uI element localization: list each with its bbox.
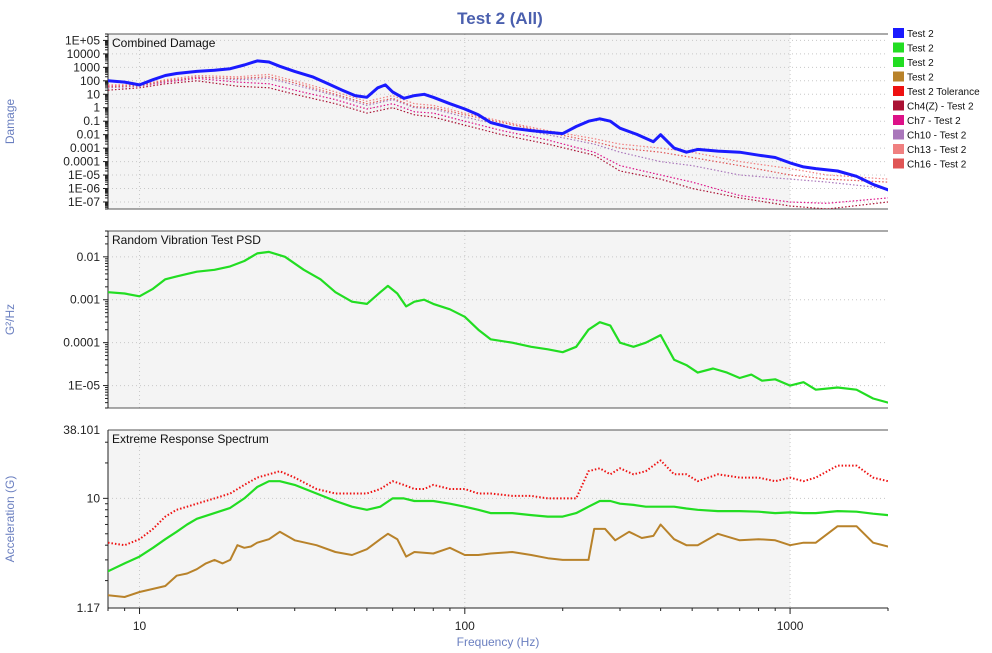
y-tick-label: 1E-07 — [68, 195, 100, 209]
legend-swatch — [893, 158, 904, 169]
y-tick-label: 0.01 — [77, 128, 101, 142]
series-line — [108, 523, 888, 598]
panel-title: Combined Damage — [112, 36, 216, 50]
y-tick-label: 0.001 — [70, 141, 100, 155]
y-tick-label: 1 — [93, 101, 100, 115]
legend-label: Ch13 - Test 2 — [907, 145, 967, 156]
legend-swatch — [893, 100, 904, 111]
x-axis-label: Frequency (Hz) — [457, 635, 540, 649]
x-axis: 10 100 1000 — [107, 607, 889, 633]
legend-label: Test 2 — [907, 29, 934, 40]
y-tick-label: 0.0001 — [63, 336, 100, 350]
legend-item: Ch4(Z) - Test 2 — [893, 100, 974, 113]
legend-label: Ch16 - Test 2 — [907, 160, 967, 171]
legend-swatch — [893, 71, 904, 82]
legend-swatch — [893, 57, 904, 67]
plot-background — [108, 430, 791, 608]
legend-label: Test 2 — [907, 73, 934, 84]
legend-label: Test 2 — [907, 44, 934, 55]
legend-item: Ch13 - Test 2 — [893, 144, 967, 156]
legend-item: Ch10 - Test 2 — [893, 129, 967, 142]
chart-title: Test 2 (All) — [457, 9, 543, 28]
legend-swatch — [893, 28, 904, 38]
y-tick-label: 1.17 — [77, 601, 101, 615]
series-line — [108, 77, 888, 204]
y-tick-label: 1E-05 — [68, 168, 100, 182]
legend-item: Ch16 - Test 2 — [893, 158, 967, 171]
y-tick-label: 1E-05 — [68, 379, 100, 393]
series-line — [108, 80, 888, 209]
legend-label: Test 2 — [907, 58, 934, 69]
x-tick-label: 1000 — [777, 619, 804, 633]
legend-label: Ch10 - Test 2 — [907, 131, 967, 142]
legend-label: Ch4(Z) - Test 2 — [907, 102, 974, 113]
y-tick-label: 0.001 — [70, 293, 100, 307]
series-line — [108, 59, 888, 192]
y-tick-label: 0.01 — [77, 250, 101, 264]
y-tick-label: 38.101 — [63, 423, 100, 437]
y-tick-label: 100 — [80, 74, 100, 88]
legend-swatch — [893, 115, 904, 125]
legend-swatch — [893, 86, 904, 96]
y-tick-label: 1E-06 — [68, 181, 100, 195]
y-axis-label: G²/Hz — [3, 304, 17, 335]
x-tick-label: 100 — [455, 619, 475, 633]
panel-2: 0.01 0.001 0.0001 1E-05 Random Vibration Tes… — [3, 230, 888, 409]
legend-swatch — [893, 144, 904, 154]
legend-item: Test 2 — [893, 28, 934, 40]
legend-item: Ch7 - Test 2 — [893, 115, 961, 127]
panel-3: 38.101 10 1.17 Extreme Response Spectrum Acc… — [3, 423, 888, 615]
series-line — [108, 250, 888, 404]
legend: Test 2 Test 2 Test 2 Test 2 Test 2 Tolerance… — [893, 28, 980, 171]
series-line — [108, 480, 888, 573]
panel-title: Random Vibration Test PSD — [112, 233, 261, 247]
legend-label: Ch7 - Test 2 — [907, 116, 961, 127]
series-line — [108, 76, 888, 183]
y-tick-label: 10000 — [67, 47, 101, 61]
y-tick-label: 1000 — [73, 60, 100, 74]
legend-item: Test 2 — [893, 71, 934, 84]
y-tick-label: 10 — [87, 87, 101, 101]
y-tick-label: 1E+05 — [65, 33, 100, 47]
legend-item: Test 2 — [893, 42, 934, 55]
legend-swatch — [893, 42, 904, 53]
series-line — [108, 73, 888, 180]
x-tick-label: 10 — [133, 619, 147, 633]
chart-panels: 1E+051000010001001010.10.010.0010.00011E… — [3, 33, 888, 615]
series-group — [108, 250, 888, 404]
legend-item: Test 2 — [893, 57, 934, 69]
y-tick-label: 0.1 — [83, 114, 100, 128]
legend-swatch — [893, 129, 904, 140]
series-line — [108, 76, 888, 190]
panel-title: Extreme Response Spectrum — [112, 432, 269, 446]
series-group — [108, 59, 888, 209]
series-group — [108, 459, 888, 598]
y-tick-label: 10 — [87, 491, 101, 505]
y-axis-label: Damage — [3, 98, 17, 144]
panel-1: 1E+051000010001001010.10.010.0010.00011E… — [3, 33, 888, 210]
legend-item: Test 2 Tolerance — [893, 86, 980, 98]
plot-background — [108, 231, 791, 408]
y-tick-label: 0.0001 — [63, 155, 100, 169]
legend-label: Test 2 Tolerance — [907, 87, 980, 98]
y-axis-label: Acceleration (G) — [3, 476, 17, 563]
